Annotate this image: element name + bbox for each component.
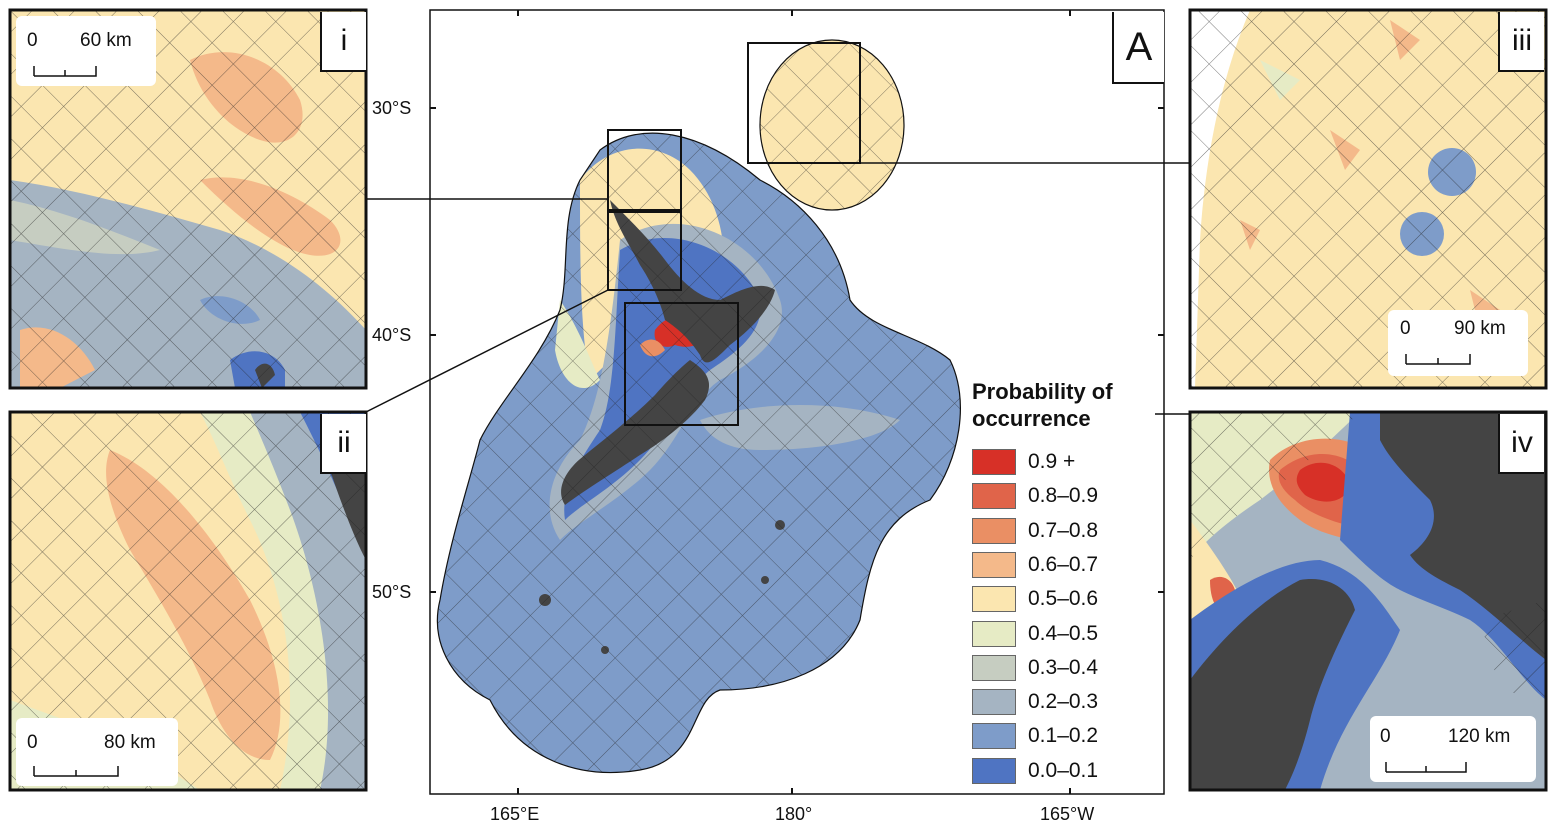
- legend-item: 0.7–0.8: [972, 517, 1098, 545]
- legend-item: 0.6–0.7: [972, 551, 1098, 579]
- inset-iv-south-island: [1190, 579, 1355, 790]
- legend-item: 0.8–0.9: [972, 482, 1098, 510]
- scale-max-iii: 90 km: [1454, 318, 1506, 339]
- inset-iv: [1190, 412, 1546, 790]
- legend-item: 0.9 +: [972, 448, 1075, 476]
- inset-iv-label: iv: [1498, 414, 1544, 474]
- legend-swatch: [972, 449, 1016, 475]
- legend-item: 0.0–0.1: [972, 757, 1098, 785]
- legend-label: 0.1–0.2: [1028, 724, 1099, 748]
- inset-iii-label: iii: [1498, 12, 1544, 72]
- legend-label: 0.6–0.7: [1028, 552, 1099, 576]
- legend-swatch: [972, 517, 1016, 544]
- legend-item: 0.2–0.3: [972, 688, 1098, 716]
- lon-label-165e: 165°E: [490, 804, 540, 824]
- inset-iv-frame: [1188, 410, 1548, 792]
- legend-title-line2: occurrence: [972, 406, 1091, 431]
- legend-label: 0.7–0.8: [1028, 518, 1099, 542]
- legend-swatch: [972, 483, 1016, 510]
- scale-zero-iii: 0: [1400, 318, 1411, 339]
- main-map-frame: [429, 9, 1165, 795]
- scale-max-iv: 120 km: [1448, 726, 1511, 747]
- scale-zero-iv: 0: [1380, 726, 1391, 747]
- lon-label-180: 180°: [775, 804, 813, 824]
- locator-box-iii: [747, 42, 861, 164]
- legend-label: 0.4–0.5: [1028, 621, 1099, 645]
- main-map-label: A: [1112, 12, 1164, 84]
- legend-item: 0.4–0.5: [972, 620, 1098, 648]
- inset-i: [10, 10, 366, 388]
- scale-box-iii: [1388, 310, 1528, 376]
- inset-ii-frame: [8, 410, 368, 792]
- legend-item: 0.1–0.2: [972, 722, 1098, 750]
- main-map: [436, 39, 961, 774]
- legend-swatch: [972, 689, 1016, 716]
- scale-max-i: 60 km: [80, 30, 132, 51]
- inset-ii-label: ii: [320, 414, 366, 474]
- locator-box-ii: [607, 211, 682, 291]
- scale-zero-i: 0: [27, 30, 38, 51]
- legend-swatch: [972, 586, 1016, 613]
- scale-max-ii: 80 km: [104, 732, 156, 753]
- inset-i-label: i: [320, 12, 366, 72]
- legend-label: 0.3–0.4: [1028, 655, 1099, 679]
- legend-title-line1: Probability of: [972, 379, 1113, 404]
- scale-zero-ii: 0: [27, 732, 38, 753]
- legend-label: 0.5–0.6: [1028, 587, 1099, 611]
- legend-swatch: [972, 723, 1016, 750]
- legend-swatch: [972, 551, 1016, 578]
- legend-label: 0.0–0.1: [1028, 758, 1099, 782]
- legend-swatch: [972, 757, 1016, 784]
- lat-label-30s: 30°S: [372, 98, 412, 118]
- locator-box-i: [607, 129, 682, 211]
- locator-box-iv: [624, 302, 739, 426]
- legend-title: Probability of occurrence: [972, 378, 1113, 432]
- legend-label: 0.9 +: [1028, 450, 1076, 473]
- legend-label: 0.8–0.9: [1028, 484, 1099, 508]
- legend-item: 0.5–0.6: [972, 585, 1098, 613]
- lon-label-165w: 165°W: [1040, 804, 1095, 824]
- legend-swatch: [972, 654, 1016, 681]
- legend-swatch: [972, 620, 1016, 647]
- inset-iv-north-island: [1380, 412, 1546, 660]
- legend-item: 0.3–0.4: [972, 654, 1098, 682]
- legend-label: 0.2–0.3: [1028, 690, 1099, 714]
- inset-iii-frame: [1188, 8, 1548, 390]
- lat-label-50s: 50°S: [372, 582, 412, 602]
- lat-label-40s: 40°S: [372, 325, 412, 345]
- inset-i-frame: [8, 8, 368, 390]
